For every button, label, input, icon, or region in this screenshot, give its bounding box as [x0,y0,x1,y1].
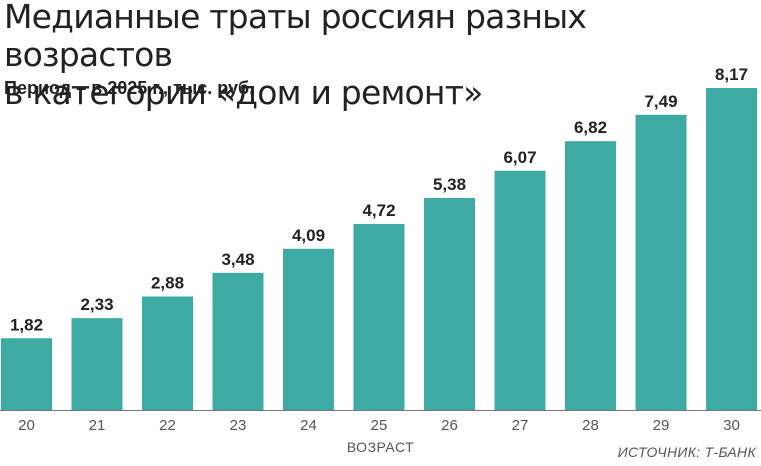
x-tick-label-26: 26 [441,417,458,434]
bar-age-27 [494,170,546,410]
bar-age-22 [142,296,193,410]
bar-age-26 [424,197,475,410]
x-tick-label-23: 23 [230,417,247,434]
chart-title-line-2: в категории «дом и ремонт» [4,73,483,112]
bar-age-24 [283,248,334,410]
x-tick-label-24: 24 [300,417,317,434]
value-labels-group: 1,82 2,33 2,88 3,48 4,09 4,72 5,38 6,07 6,82 7,49… [10,65,748,334]
x-tick-label-27: 27 [512,417,529,434]
chart-title: Медианные траты россиян разных возрастов… [4,0,761,112]
x-tick-label-20: 20 [18,417,35,434]
bars-group [1,88,757,411]
value-label-age-30: 8,17 [715,65,748,84]
value-label-age-25: 4,72 [362,201,395,220]
x-tick-label-28: 28 [582,417,599,434]
x-tick-label-22: 22 [159,417,176,434]
x-tick-label-25: 25 [371,417,388,434]
value-label-age-28: 6,82 [574,118,607,137]
x-tick-label-29: 29 [653,417,670,434]
chart-subtitle: Период – в 2025 г., тыс. руб. [4,78,255,98]
bar-age-30 [706,88,757,410]
value-label-age-21: 2,33 [80,295,113,314]
x-axis-title: ВОЗРАСТ [346,439,415,455]
x-tick-label-30: 30 [723,417,740,434]
bar-age-21 [71,318,123,410]
value-label-age-22: 2,88 [151,273,184,292]
value-label-age-24: 4,09 [292,226,325,245]
value-label-age-27: 6,07 [503,148,536,167]
value-label-age-26: 5,38 [433,175,466,194]
bar-age-20 [1,338,52,410]
value-label-age-20: 1,82 [10,315,43,334]
bar-age-23 [212,272,264,410]
x-tick-label-21: 21 [89,417,106,434]
source-note: ИСТОЧНИК: Т-БАНК [617,444,756,460]
value-label-age-29: 7,49 [644,92,677,111]
value-label-age-23: 3,48 [221,250,254,269]
x-tick-labels-group: 20 21 22 23 24 25 26 27 28 29 30 [18,417,740,434]
bar-age-28 [565,141,616,410]
bar-age-25 [353,223,405,410]
chart-title-line-1: Медианные траты россиян разных возрастов [4,0,587,74]
bar-age-29 [635,114,687,411]
